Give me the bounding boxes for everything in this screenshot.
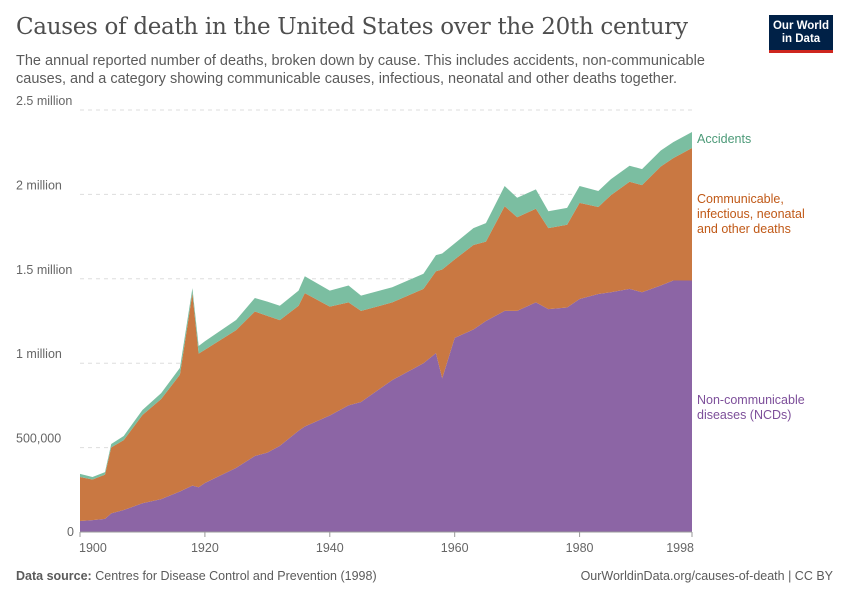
y-tick-label: 0 xyxy=(67,525,74,539)
label-ncd: diseases (NCDs) xyxy=(697,408,791,422)
chart-subtitle: The annual reported number of deaths, br… xyxy=(16,53,705,87)
source-text: Centres for Disease Control and Preventi… xyxy=(95,569,377,583)
area-ncd xyxy=(80,280,692,532)
y-tick-label: 500,000 xyxy=(16,432,61,446)
y-tick-label: 2.5 million xyxy=(16,94,72,108)
label-accidents: Accidents xyxy=(697,132,751,146)
y-tick-label: 2 million xyxy=(16,178,62,192)
label-ncd: Non-communicable xyxy=(697,393,805,407)
area-communicable xyxy=(80,147,692,522)
y-tick-label: 1.5 million xyxy=(16,263,72,277)
source-label: Data source: xyxy=(16,569,92,583)
label-communicable: and other deaths xyxy=(697,222,791,236)
label-communicable: infectious, neonatal xyxy=(697,207,805,221)
chart-title: Causes of death in the United States ove… xyxy=(16,14,688,40)
x-tick-label: 1998 xyxy=(666,541,694,555)
x-tick-label: 1980 xyxy=(566,541,594,555)
y-tick-label: 1 million xyxy=(16,347,62,361)
x-tick-label: 1940 xyxy=(316,541,344,555)
label-communicable: Communicable, xyxy=(697,192,784,206)
data-source: Data source: Centres for Disease Control… xyxy=(16,569,377,583)
source-url[interactable]: OurWorldinData.org/causes-of-death | CC … xyxy=(580,569,833,583)
x-tick-label: 1920 xyxy=(191,541,219,555)
x-tick-label: 1960 xyxy=(441,541,469,555)
area-accidents xyxy=(80,131,692,480)
owid-logo[interactable]: Our World in Data xyxy=(769,15,833,53)
x-tick-label: 1900 xyxy=(79,541,107,555)
